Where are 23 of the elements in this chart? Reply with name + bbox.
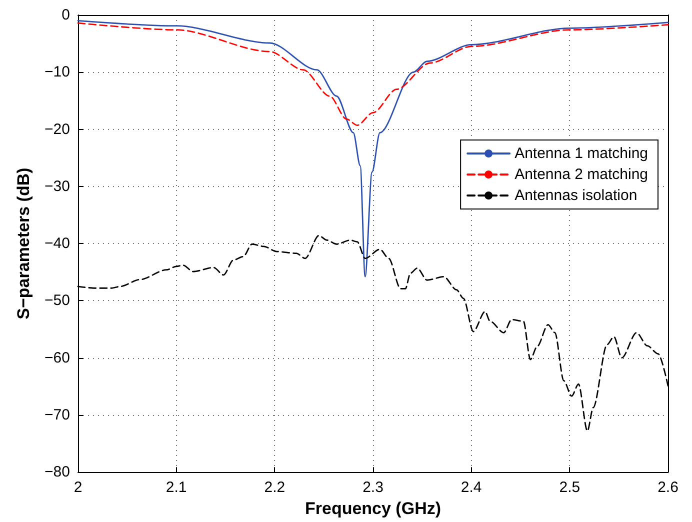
y-tick-label: −30	[44, 178, 70, 195]
x-tick-label: 2.2	[264, 479, 286, 496]
y-tick-label: −40	[44, 235, 70, 252]
y-tick-label: −70	[44, 406, 70, 424]
legend-label: Antenna 2 matching	[514, 166, 648, 183]
x-tick-label: 2.3	[362, 479, 384, 496]
legend-label: Antenna 1 matching	[514, 145, 648, 162]
x-tick-label: 2	[74, 479, 82, 496]
legend-label: Antennas isolation	[514, 187, 638, 204]
y-tick-label: −20	[44, 120, 70, 138]
x-tick-label: 2.6	[658, 479, 678, 496]
y-tick-label: −50	[44, 292, 70, 310]
y-tick-label: −80	[44, 464, 70, 481]
x-tick-label: 2.1	[166, 479, 187, 496]
y-tick-label: 0	[62, 6, 70, 24]
line-series	[77, 20, 669, 278]
x-axis-title: Frequency (GHz)	[304, 499, 442, 518]
line-series	[77, 22, 669, 126]
y-tick-label: −60	[44, 349, 70, 366]
y-axis-title: S−parameters (dB)	[14, 168, 33, 320]
x-tick-label: 2.5	[559, 479, 580, 496]
x-tick-label: 2.4	[460, 479, 482, 496]
y-tick-label: −10	[44, 64, 70, 81]
